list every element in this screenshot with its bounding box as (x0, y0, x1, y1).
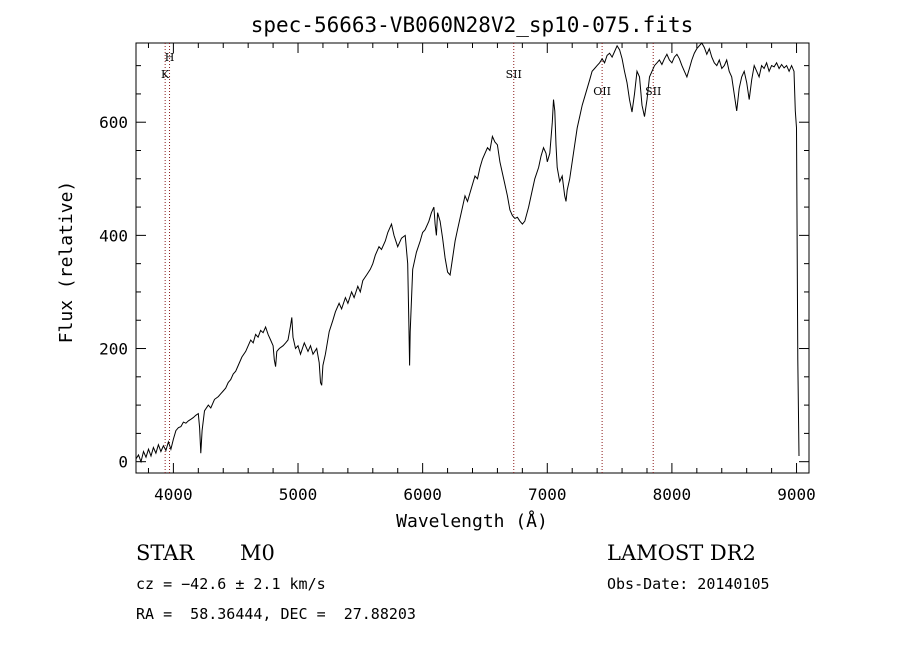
spectral-line-label: K (161, 68, 170, 81)
x-axis-ticks (147, 43, 798, 473)
y-axis-label: Flux (relative) (56, 181, 77, 344)
x-tick-label: 7000 (528, 485, 567, 504)
object-subclass: M0 (240, 541, 275, 565)
spectral-line-label: SII (506, 68, 522, 81)
spectral-line-label: OII (593, 85, 611, 98)
x-tick-label: 8000 (653, 485, 692, 504)
coordinates-text: RA = 58.36444, DEC = 27.88203 (136, 605, 416, 623)
y-axis-ticks (136, 65, 809, 463)
x-axis-label: Wavelength (Å) (396, 510, 548, 532)
obs-date: Obs-Date: 20140105 (607, 575, 770, 593)
spectral-line-label: H (165, 51, 175, 64)
y-tick-label: 0 (118, 453, 128, 472)
x-axis-tick-labels: 4000 5000 6000 7000 8000 9000 (154, 485, 816, 504)
y-tick-label: 200 (99, 340, 128, 359)
plot-frame (135, 42, 810, 474)
chart-title: spec-56663-VB060N28V2_sp10-075.fits (251, 13, 694, 37)
spectral-line-markers (164, 43, 654, 473)
y-tick-label: 600 (99, 113, 128, 132)
spectral-line-label: SII (645, 85, 661, 98)
spectrum-line (135, 42, 800, 464)
x-tick-label: 9000 (777, 485, 816, 504)
survey-name: LAMOST DR2 (607, 541, 756, 565)
redshift-text: cz = −42.6 ± 2.1 km/s (136, 575, 326, 593)
x-tick-label: 4000 (154, 485, 193, 504)
y-axis-tick-labels: 0 200 400 600 (99, 113, 128, 471)
y-tick-label: 400 (99, 226, 128, 245)
x-tick-label: 6000 (403, 485, 442, 504)
object-class: STAR (136, 541, 195, 565)
x-tick-label: 5000 (279, 485, 318, 504)
spectral-line-labels: HK SII OII SII (161, 51, 661, 98)
